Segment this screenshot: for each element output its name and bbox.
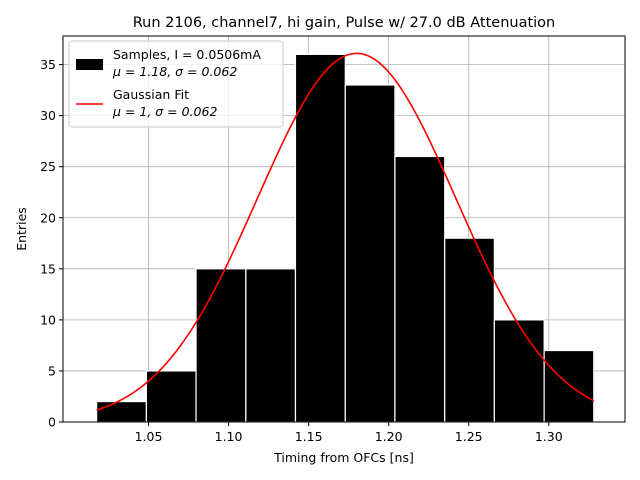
x-tick-label-0: 1.05 [135, 429, 163, 444]
y-tick-label-1: 5 [48, 363, 56, 378]
x-tick-label-5: 1.30 [535, 429, 563, 444]
histogram-bar-1 [145, 370, 197, 423]
histogram-bars [96, 53, 595, 423]
y-tick-label-2: 10 [40, 312, 56, 327]
x-tick-label-1: 1.10 [215, 429, 243, 444]
y-axis-ticks: 0 5 10 15 20 25 30 35 [40, 57, 63, 430]
x-tick-label-2: 1.15 [295, 429, 323, 444]
histogram-bar-8 [493, 319, 545, 423]
legend-samples-label: Samples, I = 0.0506mA [113, 47, 261, 62]
legend-fit-label: Gaussian Fit [113, 87, 189, 102]
histogram-bar-9 [543, 349, 595, 423]
chart-title: Run 2106, channel7, hi gain, Pulse w/ 27… [133, 15, 556, 31]
histogram-bar-5 [344, 84, 396, 423]
histogram-bar-4 [294, 53, 346, 423]
legend-fit-stats: μ = 1, σ = 0.062 [112, 104, 217, 119]
plot-frame [62, 35, 626, 423]
y-tick-label-6: 30 [40, 108, 56, 123]
legend-samples-stats: μ = 1.18, σ = 0.062 [112, 64, 237, 79]
y-tick-label-3: 15 [40, 261, 56, 276]
y-tick-label-7: 35 [40, 57, 56, 72]
legend: Samples, I = 0.0506mA μ = 1.18, σ = 0.06… [68, 40, 284, 128]
x-axis-label: Timing from OFCs [ns] [273, 450, 414, 465]
x-axis-ticks: 1.05 1.10 1.15 1.20 1.25 1.30 [135, 422, 563, 444]
legend-samples-swatch [76, 59, 103, 70]
y-axis-label: Entries [14, 207, 29, 251]
y-tick-label-4: 20 [40, 210, 56, 225]
histogram-bar-2 [195, 268, 247, 423]
x-tick-label-3: 1.20 [375, 429, 403, 444]
gaussian-fit-line [96, 52, 595, 411]
histogram-bar-3 [245, 268, 297, 423]
legend-box [68, 40, 284, 128]
y-tick-label-0: 0 [48, 415, 56, 430]
histogram-bar-6 [394, 155, 446, 423]
x-tick-label-4: 1.25 [455, 429, 483, 444]
y-tick-label-5: 25 [40, 159, 56, 174]
histogram-bar-0 [96, 400, 148, 423]
